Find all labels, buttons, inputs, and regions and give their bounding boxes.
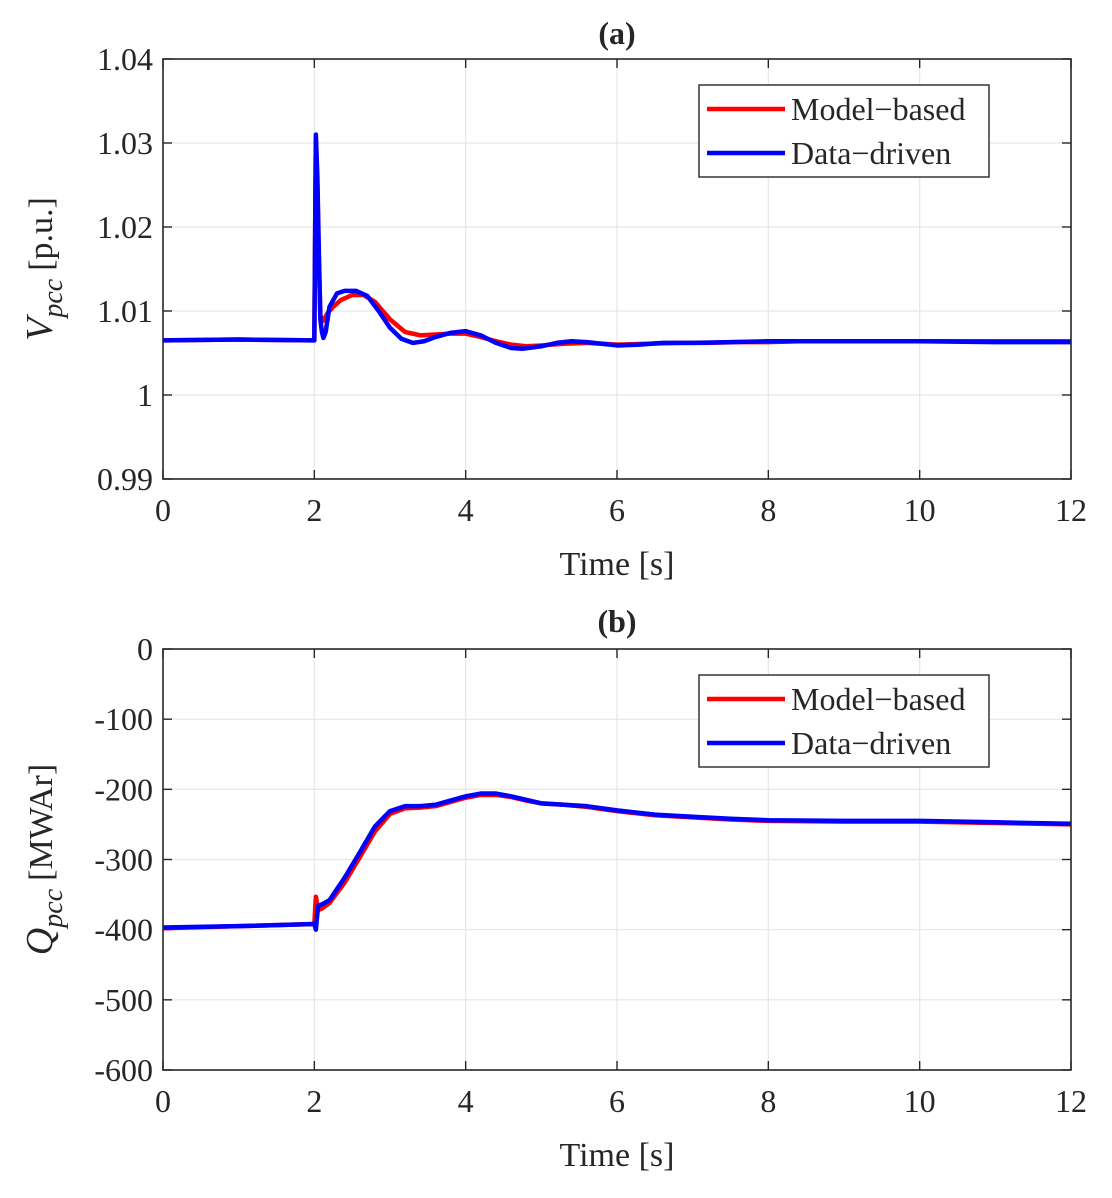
legend-box: [698, 674, 990, 768]
y-tick-label: 0: [137, 631, 153, 667]
y-tick-label: 1.03: [97, 125, 153, 161]
legend-label-data-driven: Data−driven: [791, 725, 951, 761]
y-axis-subscript: pcc: [38, 278, 69, 319]
x-tick-label: 4: [458, 492, 474, 528]
y-tick-label: -200: [94, 771, 153, 807]
legend-box: [698, 84, 990, 178]
y-tick-label: -400: [94, 912, 153, 948]
x-tick-label: 8: [760, 1083, 776, 1119]
x-tick-label: 6: [609, 1083, 625, 1119]
y-tick-label: -300: [94, 842, 153, 878]
x-axis-label: Time [s]: [560, 1137, 675, 1174]
y-axis-symbol: Q: [19, 928, 61, 955]
legend: Model−based Data−driven: [698, 84, 990, 178]
legend-label-model-based: Model−based: [791, 681, 965, 717]
x-tick-label: 10: [904, 492, 936, 528]
legend-label-model-based: Model−based: [791, 91, 965, 127]
series-line-data-driven: [163, 132, 1071, 352]
x-tick-label: 2: [306, 1083, 322, 1119]
y-tick-label: 0.99: [97, 461, 153, 497]
chart-title: (b): [597, 603, 636, 639]
axes-frame: [162, 648, 1072, 1071]
y-tick-label: -500: [94, 982, 153, 1018]
x-tick-label: 0: [155, 492, 171, 528]
y-axis-symbol: V: [19, 314, 61, 341]
y-tick-label: 1.04: [97, 41, 153, 77]
x-tick-label: 12: [1055, 1083, 1087, 1119]
y-tick-label: 1: [137, 377, 153, 413]
legend-label-data-driven: Data−driven: [791, 135, 951, 171]
x-axis-label: Time [s]: [560, 546, 675, 583]
legend: Model−based Data−driven: [698, 674, 990, 768]
x-tick-label: 8: [760, 492, 776, 528]
axes-frame: [162, 58, 1072, 480]
y-tick-label: 1.01: [97, 293, 153, 329]
y-axis-unit: [p.u.]: [23, 197, 60, 271]
y-axis-label: Qpcc [MWAr]: [19, 764, 69, 955]
y-tick-label: -600: [94, 1052, 153, 1088]
chart-panel-a: 0 2 4 6 8 10 12 0.99 1 1.01 1.02 1.03 1.04 (a) Time [s…: [19, 15, 1087, 583]
chart-panel-b: 0 2 4 6 8 10 12 -600 -500 -400 -300 -200 -100 0 (b) Tim…: [19, 603, 1087, 1174]
x-tick-label: 2: [306, 492, 322, 528]
x-tick-label: 10: [904, 1083, 936, 1119]
series-line-data-driven: [163, 791, 1071, 932]
x-tick-label: 6: [609, 492, 625, 528]
y-axis-unit: [MWAr]: [23, 764, 60, 881]
x-tick-label: 0: [155, 1083, 171, 1119]
y-tick-label: -100: [94, 701, 153, 737]
y-axis-label: Vpcc [p.u.]: [19, 197, 69, 341]
x-tick-label: 12: [1055, 492, 1087, 528]
y-tick-label: 1.02: [97, 209, 153, 245]
chart-title: (a): [598, 15, 635, 51]
x-tick-label: 4: [458, 1083, 474, 1119]
y-axis-subscript: pcc: [38, 888, 69, 929]
